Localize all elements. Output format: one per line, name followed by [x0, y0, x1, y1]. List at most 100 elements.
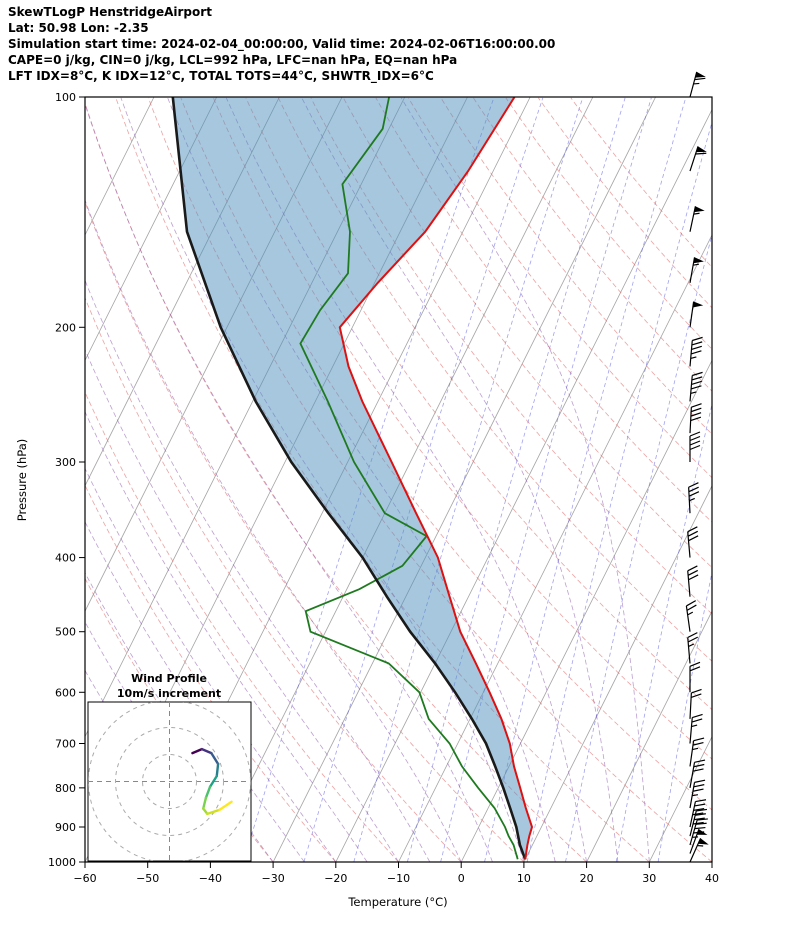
isotherm-line [711, 861, 712, 862]
mixing-ratio-line [565, 233, 712, 862]
hodograph-subtitle: 10m/s increment [117, 687, 221, 700]
mixing-ratio-line [526, 120, 712, 862]
temperature-tick-label: −30 [261, 872, 284, 885]
mixing-ratio-line [440, 97, 652, 862]
dry-adiabat-line [408, 97, 712, 479]
pressure-tick-label: 500 [55, 626, 76, 639]
isotherm-line [272, 97, 656, 862]
wind-barb [685, 600, 697, 632]
sim-time-line: Simulation start time: 2024-02-04_00:00:… [8, 37, 555, 52]
temperature-tick-label: 40 [705, 872, 719, 885]
pressure-tick-label: 100 [55, 91, 76, 104]
wind-barb [689, 799, 707, 828]
mixing-ratio-line [303, 97, 544, 862]
mixing-ratio-line [407, 97, 626, 862]
hodograph-trace-segment [206, 808, 221, 816]
hodograph-trace-segment [210, 751, 220, 766]
wind-barb [689, 431, 701, 462]
hodograph-trace-segment [204, 785, 212, 799]
wind-barb [689, 206, 705, 232]
hodograph-ring [115, 727, 224, 836]
wind-barb [687, 565, 699, 597]
pressure-tick-label: 200 [55, 321, 76, 334]
pressure-tick-label: 1000 [48, 856, 76, 869]
pressure-tick-label: 300 [55, 456, 76, 469]
wind-barb [689, 808, 708, 837]
dry-adiabat-line [570, 97, 712, 268]
temperature-tick-label: −50 [136, 872, 159, 885]
cin-shade-area [172, 97, 533, 860]
lat-lon-line: Lat: 50.98 Lon: -2.35 [8, 21, 149, 35]
wind-barb [689, 146, 707, 172]
x-axis-label: Temperature (°C) [347, 895, 447, 909]
dry-adiabat-line [538, 97, 712, 309]
isotherm-line [460, 359, 712, 862]
temperature-tick-label: 10 [517, 872, 531, 885]
wind-barb [689, 371, 703, 402]
wind-barb [689, 688, 702, 719]
hodograph-trace-segment [202, 796, 208, 810]
hodograph-trace-segment [215, 762, 220, 778]
temperature-tick-label: −60 [73, 872, 96, 885]
dry-adiabat-line [473, 97, 712, 392]
wind-barb [689, 713, 703, 744]
wind-barb [689, 737, 705, 767]
hodograph-content [88, 702, 251, 861]
dry-adiabat-line [85, 101, 587, 862]
wind-barb [689, 336, 703, 367]
wind-barb-column [685, 71, 709, 863]
dry-adiabat-line [375, 97, 712, 523]
dry-adiabat-line [85, 200, 525, 862]
hodograph-trace-segment [200, 747, 213, 755]
isotherm-line [335, 108, 712, 862]
hodograph-trace-segment [218, 800, 233, 812]
temperature-tick-label: −20 [324, 872, 347, 885]
hodograph-inset: Wind Profile 10m/s increment [87, 672, 252, 862]
temperature-tick-label: −40 [199, 872, 222, 885]
wind-barb [689, 828, 708, 854]
wind-barb [687, 526, 699, 558]
temperature-tick-label: 30 [642, 872, 656, 885]
dry-adiabat-line [505, 97, 712, 350]
mixing-ratio-line [657, 570, 712, 862]
isotherm-line [85, 97, 155, 236]
chart-title: SkewTLogP HenstridgeAirport [8, 5, 212, 19]
dry-adiabat-line [85, 296, 462, 862]
pressure-tick-label: 900 [55, 821, 76, 834]
pressure-tick-label: 600 [55, 686, 76, 699]
wind-barb [689, 661, 701, 693]
wind-barb [688, 482, 700, 514]
moist-adiabat-line [225, 97, 587, 862]
hodograph-ring [88, 702, 251, 861]
wind-barb [689, 779, 706, 809]
isotherm-line [210, 97, 594, 862]
hodograph-trace-segment [191, 747, 204, 755]
parcel-line [171, 97, 527, 860]
isotherm-line [398, 234, 712, 862]
temperature-line [338, 97, 534, 860]
wind-barb [689, 301, 704, 328]
title-block: SkewTLogP HenstridgeAirport Lat: 50.98 L… [8, 5, 555, 84]
wind-barb [689, 257, 704, 284]
temperature-tick-label: 20 [580, 872, 594, 885]
pressure-tick-label: 400 [55, 552, 76, 565]
mixing-ratio-line [615, 402, 712, 862]
wind-barb [689, 838, 709, 863]
isotherm-line [85, 97, 218, 362]
temperature-tick-label: −10 [387, 872, 410, 885]
moist-adiabat-line [85, 199, 462, 862]
cape-indices-line: CAPE=0 j/kg, CIN=0 j/kg, LCL=992 hPa, LF… [8, 53, 457, 67]
dewpoint-line [299, 97, 519, 860]
wind-barb [689, 403, 702, 434]
y-axis-label: Pressure (hPa) [15, 439, 29, 522]
hodograph-ring [142, 754, 197, 809]
moist-adiabat-line [120, 97, 525, 862]
stability-indices-line: LFT IDX=8°C, K IDX=12°C, TOTAL TOTS=44°C… [8, 69, 434, 84]
sounding-profiles [171, 97, 534, 860]
dry-adiabat-line [440, 97, 712, 435]
mixing-ratio-line [484, 97, 687, 862]
moist-adiabat-line [85, 410, 368, 862]
hodograph-title: Wind Profile [131, 672, 207, 685]
